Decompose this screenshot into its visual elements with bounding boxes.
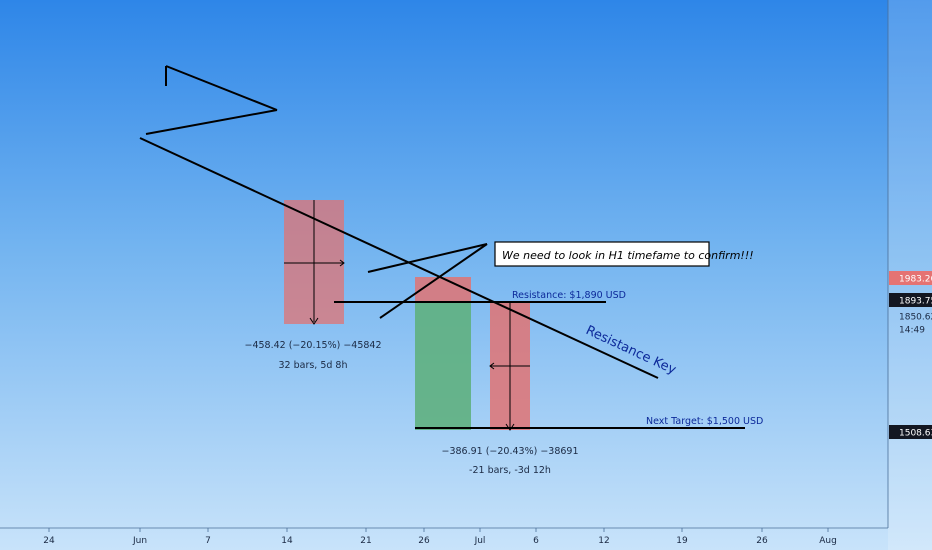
price-badge-label: 1508.63	[899, 429, 932, 439]
time-tick-label: 12	[598, 536, 609, 546]
price-badge-bg	[889, 271, 932, 285]
time-tick-label: Aug	[819, 536, 837, 546]
drawing-tools[interactable]	[139, 65, 745, 429]
time-tick-label: Jul	[474, 536, 486, 546]
time-axis[interactable]: 24 Jun 7 14 21 26 Jul 6 12 19 26 Aug	[43, 528, 837, 546]
wedge-lower-line[interactable]	[379, 243, 488, 319]
resistance-level-label: Resistance: $1,890 USD	[512, 290, 626, 301]
measure-2-change: −386.91 (−20.43%) −38691	[441, 446, 578, 457]
wedge-upper-line[interactable]	[367, 243, 488, 273]
target-level-label: Next Target: $1,500 USD	[646, 416, 763, 427]
time-tick-label: 7	[205, 536, 211, 546]
time-tick-label: 14	[281, 536, 293, 546]
price-badge-bg	[889, 425, 932, 439]
measure-2-bars: -21 bars, -3d 12h	[469, 465, 551, 476]
price-badge-label: 1983.26	[899, 275, 932, 285]
time-tick-label: Jun	[132, 536, 147, 546]
time-tick-label: 19	[676, 536, 688, 546]
time-tick-label: 6	[533, 536, 539, 546]
measure-1-change: −458.42 (−20.15%) −45842	[244, 340, 381, 351]
time-tick-label: 26	[756, 536, 768, 546]
time-tick-label: 26	[418, 536, 430, 546]
trendline-resistance-key[interactable]	[139, 137, 659, 379]
triangle-lower-line[interactable]	[145, 109, 278, 135]
price-badge-label: 14:49	[899, 326, 925, 336]
measure-zone-1-arrow	[309, 259, 345, 325]
time-tick-label: 21	[360, 536, 371, 546]
loss-zone[interactable]	[415, 277, 471, 302]
price-badge-label: 1850.62	[899, 313, 932, 323]
price-badge-label: 1893.75	[899, 297, 932, 307]
callout-box[interactable]	[494, 241, 710, 267]
measure-zone-2-arrow	[489, 362, 515, 431]
time-tick-label: 24	[43, 536, 55, 546]
price-badge-bg	[889, 293, 932, 307]
price-badges: 1983.26 1893.75 1850.62 14:49 1508.63	[889, 271, 932, 439]
triangle-upper-line[interactable]	[165, 65, 278, 111]
profit-zone[interactable]	[415, 302, 471, 430]
callout-text: We need to look in H1 timefame to confir…	[502, 249, 754, 262]
measure-1-bars: 32 bars, 5d 8h	[278, 360, 347, 371]
